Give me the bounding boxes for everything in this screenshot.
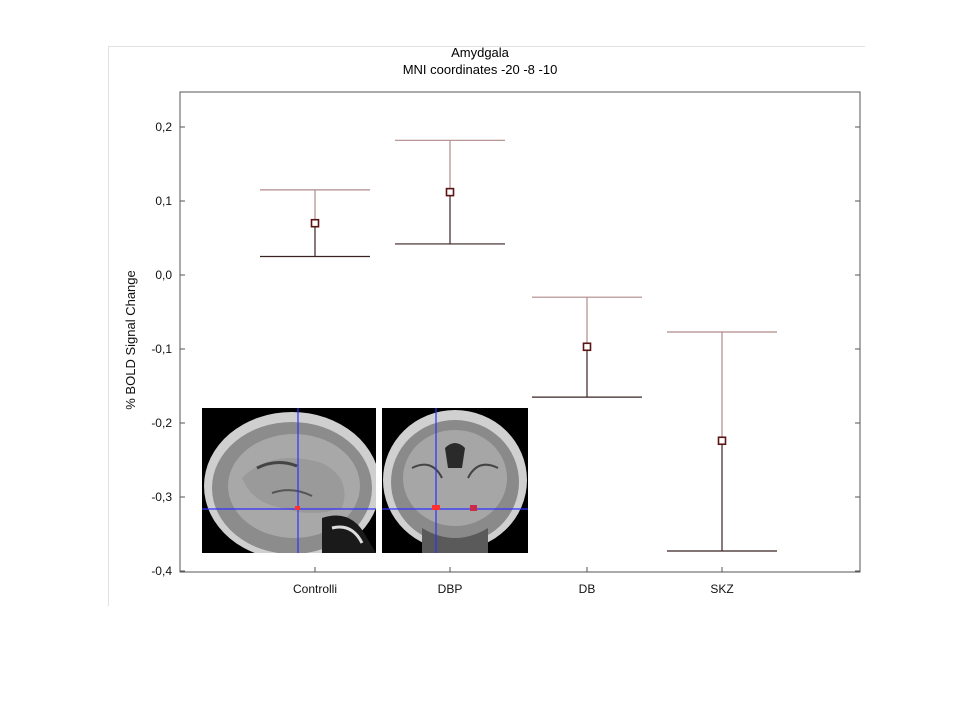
data-points: [310, 187, 727, 446]
y-axis-label: % BOLD Signal Change: [123, 270, 138, 409]
chart-title: Amydgala: [451, 45, 509, 60]
y-tick-label: 0,2: [155, 120, 172, 134]
y-tick-label: -0,2: [151, 416, 172, 430]
figure-frame-left: [108, 46, 109, 606]
x-category-label: DBP: [438, 582, 463, 596]
chart-subtitle: MNI coordinates -20 -8 -10: [402, 62, 558, 77]
y-axis: 0,2 0,1 0,0 -0,1 -0,2 -0,3 -0,4: [151, 120, 185, 578]
y-tick-label: -0,3: [151, 490, 172, 504]
x-axis: Controlli DBP DB SKZ: [293, 567, 734, 596]
data-point-marker: [582, 342, 592, 352]
error-bars: [260, 139, 777, 552]
coronal-mri-image: [382, 408, 528, 553]
y-tick-label: 0,1: [155, 194, 172, 208]
data-point-marker: [310, 218, 320, 228]
right-axis-ticks: [855, 126, 860, 572]
x-category-label: Controlli: [293, 582, 337, 596]
x-category-label: DB: [579, 582, 596, 596]
figure-frame-top: [108, 46, 865, 47]
y-tick-label: -0,4: [151, 564, 172, 578]
data-point-marker: [445, 187, 455, 197]
plot-area-frame: [179, 91, 861, 573]
y-tick-label: -0,1: [151, 342, 172, 356]
sagittal-mri-image: [202, 408, 376, 553]
x-category-label: SKZ: [710, 582, 733, 596]
data-point-marker: [717, 436, 727, 446]
y-tick-label: 0,0: [155, 268, 172, 282]
